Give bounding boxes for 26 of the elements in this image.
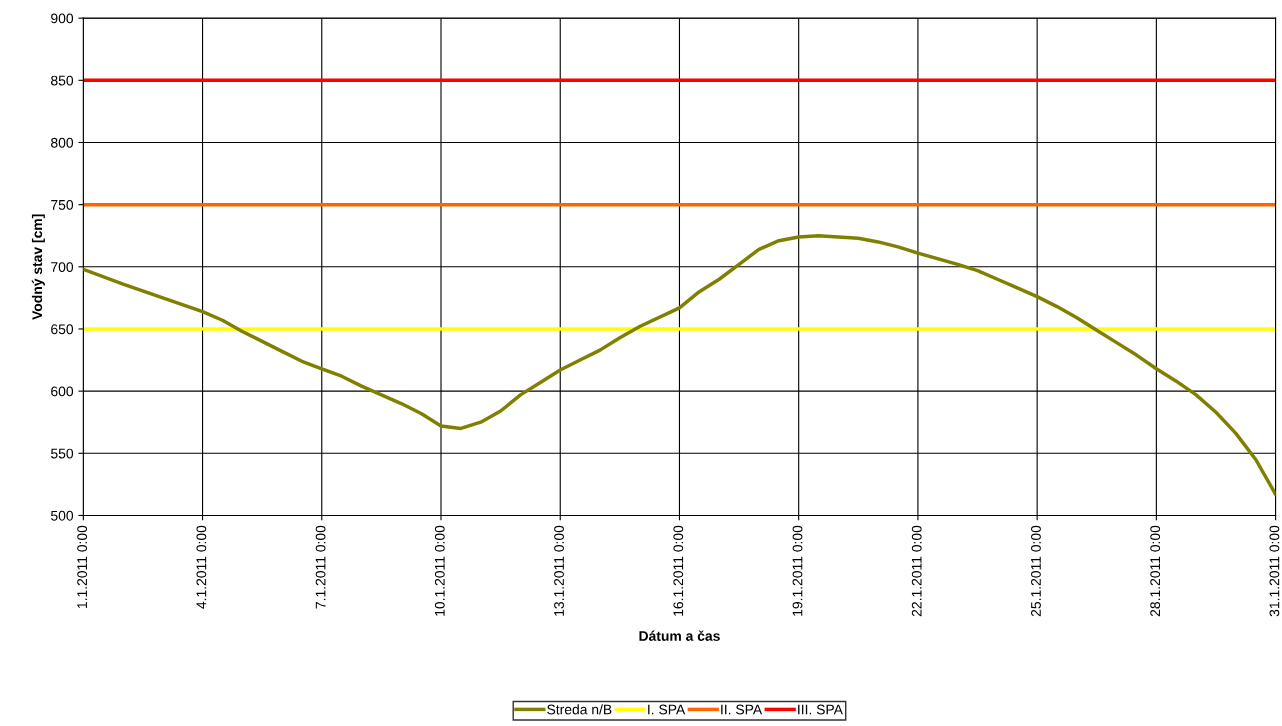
y-tick-label: 750 bbox=[51, 199, 74, 210]
x-tick-label: 7.1.2011 0:00 bbox=[315, 525, 326, 609]
y-tick-label: 600 bbox=[51, 386, 74, 397]
legend-label: II. SPA bbox=[721, 704, 763, 715]
y-tick-label: 550 bbox=[50, 448, 74, 459]
x-tick-label: 10.1.2011 0:00 bbox=[434, 525, 445, 616]
legend-label: Streda n/B bbox=[547, 704, 612, 715]
x-tick-label: 28.1.2011 0:00 bbox=[1150, 525, 1161, 617]
y-tick-label: 500 bbox=[50, 510, 74, 521]
y-axis-title: Vodný stav [cm] bbox=[31, 214, 45, 320]
y-tick-label: 800 bbox=[51, 137, 74, 148]
x-tick-label: 4.1.2011 0:00 bbox=[196, 525, 207, 609]
x-tick-label: 31.1.2011 0:00 bbox=[1269, 525, 1280, 617]
x-tick-label: 19.1.2011 0:00 bbox=[792, 525, 803, 616]
y-tick-label: 900 bbox=[51, 13, 74, 24]
x-tick-label: 1.1.2011 0:00 bbox=[77, 525, 88, 609]
x-tick-label: 22.1.2011 0:00 bbox=[911, 525, 922, 617]
x-axis-title: Dátum a čas bbox=[639, 630, 720, 641]
legend-label: III. SPA bbox=[798, 704, 843, 715]
x-tick-label: 25.1.2011 0:00 bbox=[1031, 525, 1041, 617]
legend-label: I. SPA bbox=[648, 704, 686, 715]
x-tick-label: 16.1.2011 0:00 bbox=[673, 525, 684, 616]
x-tick-label: 13.1.2011 0:00 bbox=[554, 525, 564, 616]
y-tick-label: 700 bbox=[51, 262, 74, 272]
y-tick-label: 650 bbox=[51, 324, 74, 335]
y-tick-label: 850 bbox=[51, 75, 74, 86]
